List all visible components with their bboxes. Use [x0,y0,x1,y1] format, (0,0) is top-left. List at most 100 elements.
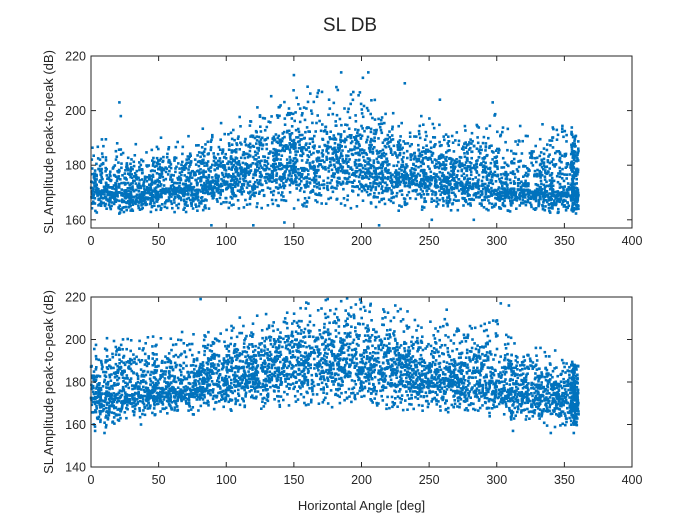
scatter-point [143,188,146,191]
scatter-point [207,141,210,144]
scatter-point [157,162,160,165]
scatter-point [313,349,316,352]
scatter-point [158,181,161,184]
scatter-point [423,175,426,178]
scatter-point [452,141,455,144]
scatter-point [528,194,531,197]
scatter-point [299,134,302,137]
scatter-point [205,176,208,179]
scatter-point [524,196,527,199]
scatter-point [384,182,387,185]
scatter-point [187,168,190,171]
scatter-point [418,149,421,152]
scatter-point [448,157,451,160]
scatter-point [263,164,266,167]
scatter-point [517,185,520,188]
scatter-point [392,202,395,205]
scatter-point [313,147,316,150]
scatter-point [505,196,508,199]
scatter-point [367,126,370,129]
scatter-point [500,187,503,190]
scatter-point [314,199,317,202]
scatter-point [190,205,193,208]
scatter-point [271,325,274,328]
scatter-point [469,165,472,168]
scatter-point [421,190,424,193]
scatter-point [213,155,216,158]
scatter-point [436,403,439,406]
scatter-point [390,181,393,184]
scatter-point [269,151,272,154]
scatter-point [128,206,131,209]
scatter-point [273,190,276,193]
scatter-point [204,148,207,151]
scatter-point [445,189,448,192]
scatter-point [477,409,480,412]
scatter-point [221,184,224,187]
x-tick-label: 100 [216,234,237,248]
scatter-point [530,155,533,158]
scatter-point [371,117,374,120]
scatter-point [297,171,300,174]
scatter-point [511,160,514,163]
scatter-point [244,140,247,143]
scatter-point [387,142,390,145]
scatter-point [284,166,287,169]
scatter-point [141,168,144,171]
scatter-point [320,202,323,205]
scatter-point [543,188,546,191]
scatter-point [125,195,128,198]
scatter-point [183,174,186,177]
scatter-point [444,385,447,388]
scatter-point [121,200,124,203]
scatter-point [280,199,283,202]
scatter-point [571,167,574,170]
scatter-point [217,175,220,178]
scatter-point [309,182,312,185]
scatter-point [370,187,373,190]
scatter-point [271,199,274,202]
scatter-point [259,171,262,174]
scatter-point [339,118,342,121]
scatter-point [313,165,316,168]
scatter-point [393,145,396,148]
scatter-point [430,171,433,174]
scatter-point [430,345,433,348]
scatter-point [97,204,100,207]
scatter-point [367,194,370,197]
scatter-point [362,116,365,119]
scatter-point [244,174,247,177]
scatter-point [174,187,177,190]
scatter-point [227,345,230,348]
scatter-point [441,179,444,182]
scatter-point [309,142,312,145]
scatter-point [412,179,415,182]
scatter-point [391,396,394,399]
scatter-point [200,197,203,200]
scatter-point [314,130,317,133]
scatter-point [574,151,577,154]
scatter-point [179,189,182,192]
scatter-point [391,128,394,131]
scatter-point [370,144,373,147]
scatter-point [396,192,399,195]
scatter-point [334,120,337,123]
scatter-point [179,177,182,180]
scatter-point [513,188,516,191]
scatter-point [224,153,227,156]
scatter-point [281,191,284,194]
scatter-point [234,397,237,400]
scatter-point [451,175,454,178]
scatter-point [159,185,162,188]
scatter-point [345,157,348,160]
scatter-point [425,135,428,138]
scatter-point [263,195,266,198]
scatter-point [164,188,167,191]
scatter-point [328,98,331,101]
scatter-point [407,182,410,185]
scatter-point [151,175,154,178]
scatter-point [266,173,269,176]
scatter-point [288,142,291,145]
scatter-point [380,129,383,132]
scatter-point [344,160,347,163]
